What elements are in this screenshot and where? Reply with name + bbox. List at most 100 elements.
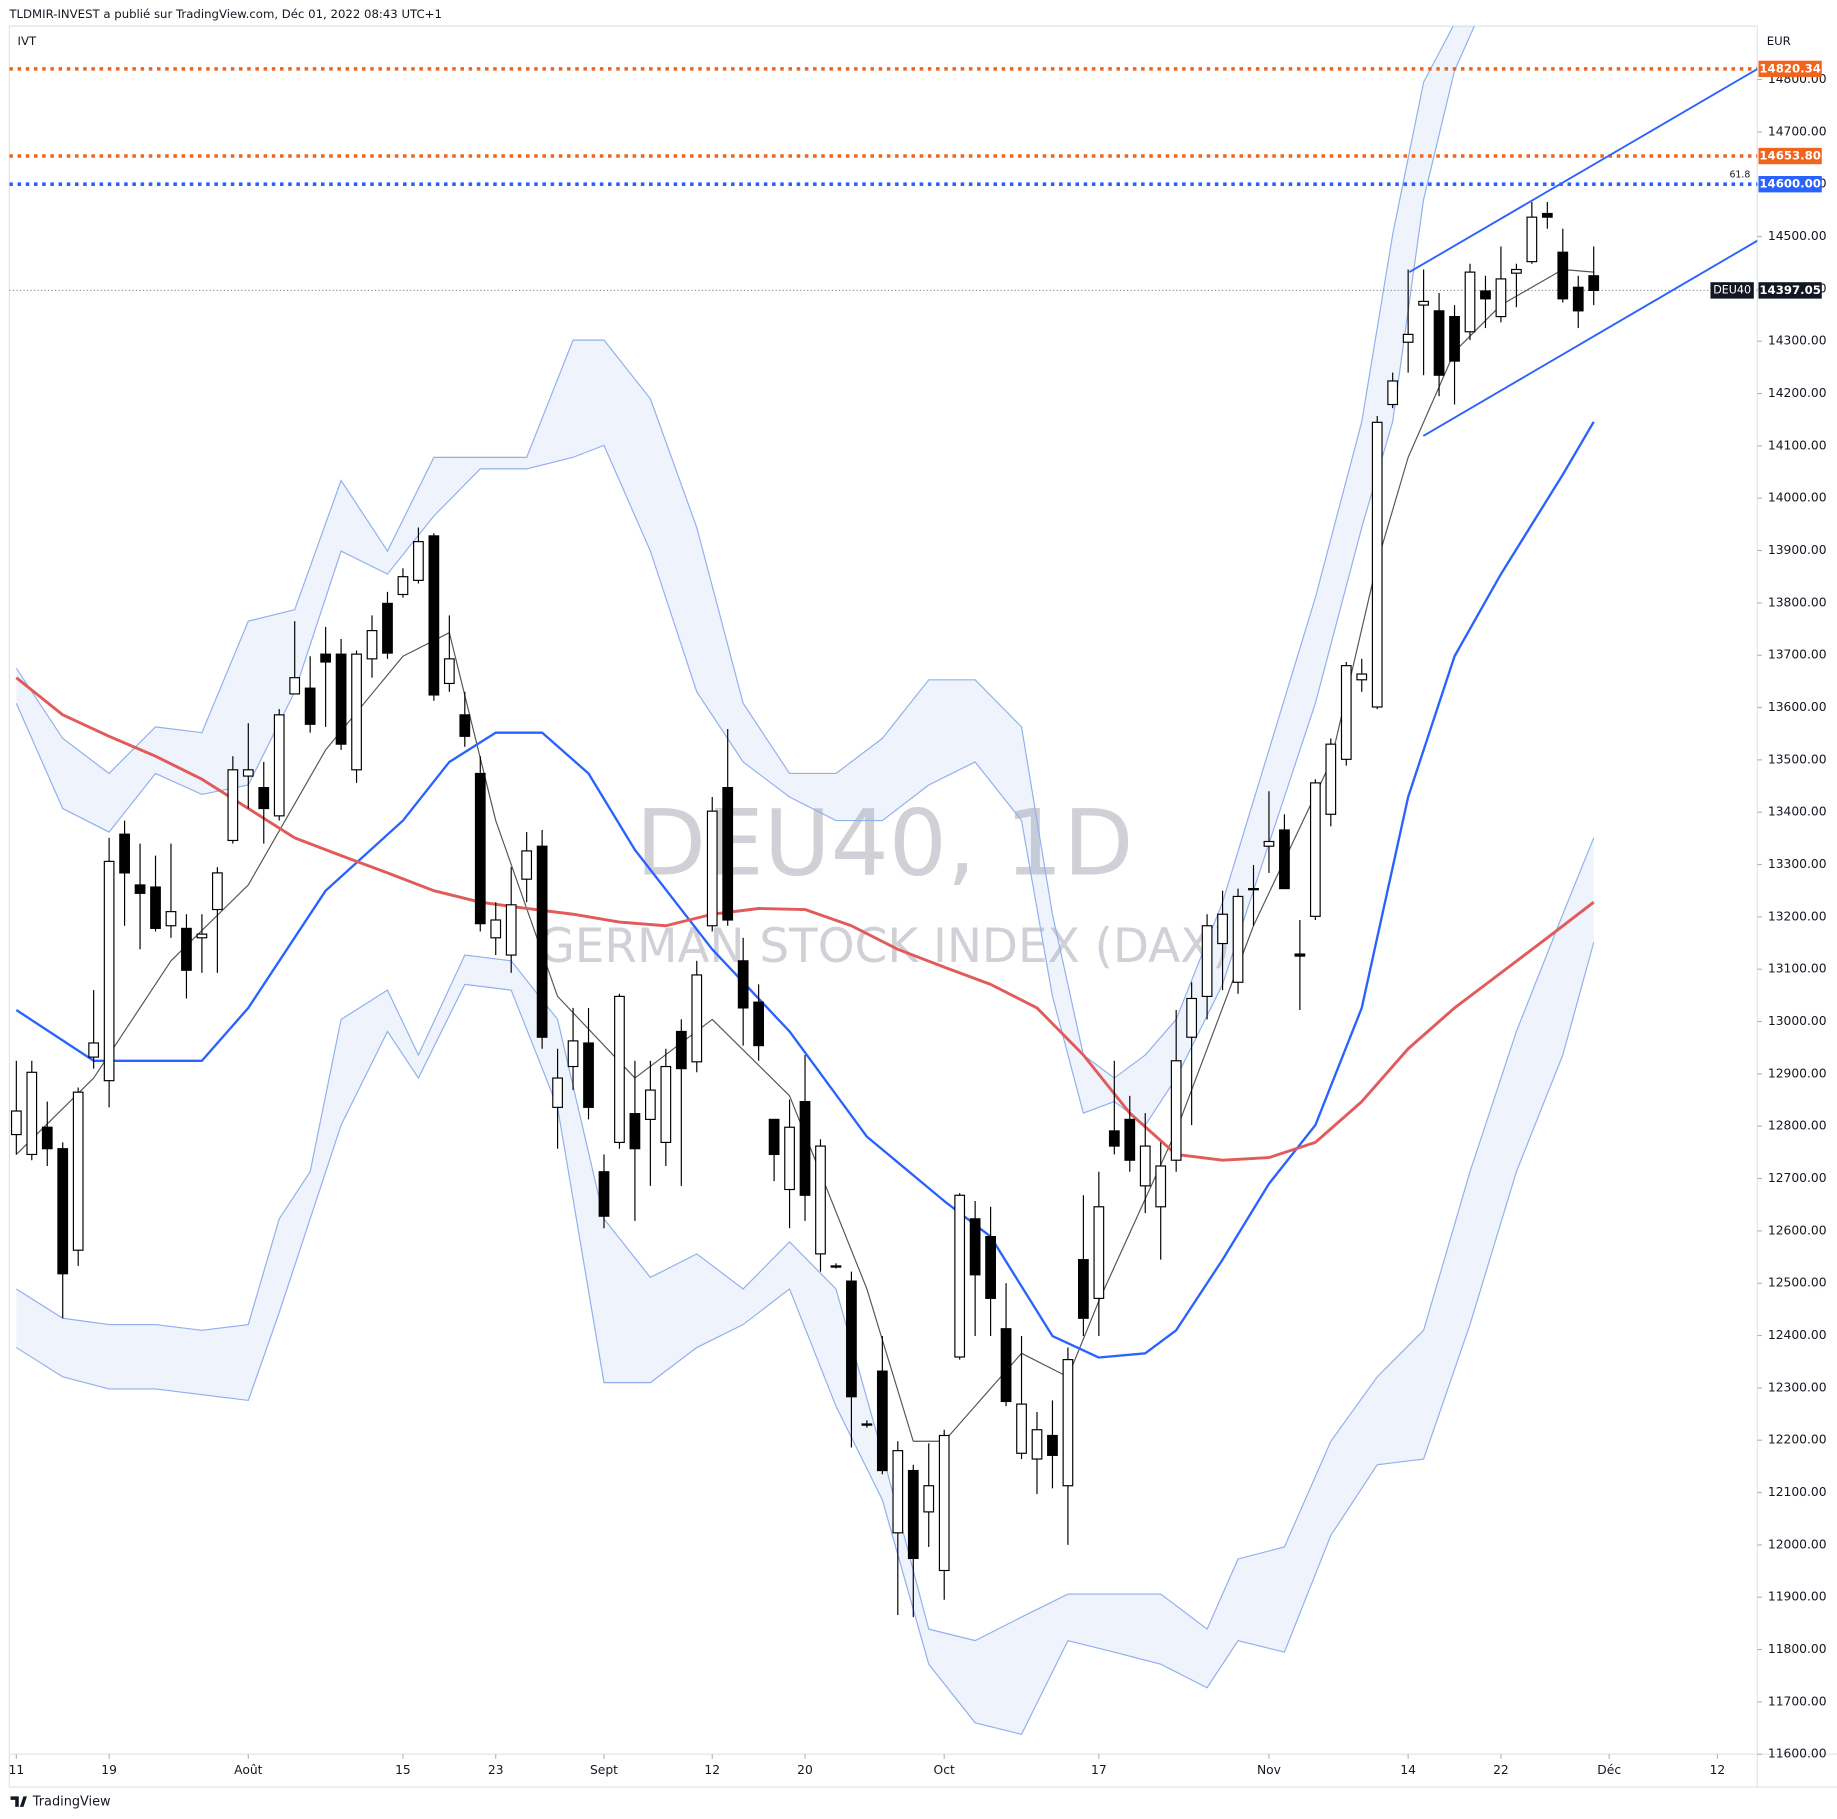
candle-body: [1108, 1130, 1120, 1147]
candle-body: [846, 1280, 857, 1398]
y-tick-label: 14000.00: [1768, 491, 1827, 505]
candle-body: [289, 677, 301, 695]
candle-body: [351, 653, 362, 771]
level-annotation: 61.8: [1729, 169, 1750, 180]
indicator-label: IVT: [18, 34, 37, 48]
y-tick-label: 14100.00: [1768, 438, 1827, 452]
currency-label: EUR: [1767, 34, 1791, 48]
y-tick-label: 13700.00: [1768, 648, 1827, 662]
candle-body: [768, 1118, 780, 1156]
candle-body: [1309, 782, 1321, 917]
candle-body: [1248, 888, 1259, 891]
price-tag: [1758, 175, 1822, 193]
candle-body: [211, 872, 223, 911]
candle-body: [536, 845, 548, 1038]
candle-body: [1511, 268, 1522, 274]
price-tag: [1758, 60, 1822, 78]
candle-body: [397, 576, 409, 596]
y-tick-label: 11900.00: [1768, 1590, 1827, 1604]
y-tick-label: 13800.00: [1768, 595, 1827, 609]
candle-body: [1186, 997, 1198, 1038]
candle-body: [150, 886, 161, 929]
candle-body: [1232, 895, 1244, 983]
candle-body: [459, 714, 471, 737]
candle-body: [1294, 953, 1306, 957]
candle-body: [815, 1145, 826, 1255]
y-tick-label: 13000.00: [1768, 1014, 1827, 1028]
candle-body: [907, 1469, 919, 1560]
candle-body: [1526, 216, 1538, 263]
y-tick-label: 12800.00: [1768, 1119, 1827, 1133]
candle-body: [1124, 1118, 1136, 1161]
candle-body: [428, 535, 440, 696]
candle-body: [258, 787, 270, 810]
y-tick-label: 12400.00: [1768, 1328, 1827, 1342]
y-tick-label: 13300.00: [1768, 857, 1827, 871]
candle-body: [72, 1091, 84, 1251]
candle-body: [1139, 1145, 1151, 1187]
candle-body: [923, 1485, 935, 1513]
candle-body: [413, 541, 424, 581]
y-tick-label: 14500.00: [1768, 229, 1827, 243]
footer: TradingView: [32, 1795, 111, 1810]
candle-body: [969, 1218, 981, 1276]
candle-body: [861, 1423, 873, 1426]
y-tick-label: 12000.00: [1768, 1537, 1827, 1551]
candle-body: [242, 769, 254, 777]
candle-body: [10, 1110, 22, 1136]
candle-body: [1047, 1434, 1058, 1456]
y-tick-label: 13500.00: [1768, 752, 1827, 766]
price-tag-label: 14600.00: [1759, 177, 1820, 191]
candle-body: [1170, 1060, 1182, 1161]
x-tick-label: Août: [234, 1763, 263, 1777]
candle-body: [1217, 913, 1228, 945]
x-tick-label: 22: [1493, 1763, 1509, 1777]
x-tick-label: 15: [395, 1763, 411, 1777]
candle-body: [1016, 1403, 1027, 1454]
candle-body: [784, 1126, 795, 1191]
y-tick-label: 11700.00: [1768, 1694, 1827, 1708]
candle-body: [196, 933, 208, 939]
y-tick-label: 12500.00: [1768, 1276, 1827, 1290]
candle-body: [1031, 1429, 1043, 1460]
candle-body: [722, 787, 734, 921]
candle-body: [304, 687, 316, 725]
candle-body: [1402, 333, 1414, 343]
price-tag: [1758, 147, 1822, 165]
candle-body: [1062, 1359, 1074, 1487]
candle-body: [985, 1236, 996, 1299]
candle-body: [1387, 380, 1399, 406]
candle-body: [41, 1126, 53, 1150]
candle-body: [1371, 421, 1383, 708]
candle-body: [675, 1030, 687, 1070]
candle-body: [691, 974, 703, 1063]
x-tick-label: 20: [797, 1763, 813, 1777]
candle-body: [830, 1265, 842, 1268]
candle-body: [1418, 300, 1429, 306]
candle-body: [181, 927, 192, 971]
x-tick-label: 12: [1710, 1763, 1726, 1777]
candle-body: [1433, 310, 1445, 376]
y-tick-label: 13600.00: [1768, 700, 1827, 714]
candle-body: [57, 1148, 69, 1275]
y-tick-label: 14300.00: [1768, 334, 1827, 348]
price-tag-label: 14397.05: [1759, 283, 1820, 297]
candle-body: [598, 1171, 610, 1217]
candle-body: [320, 653, 332, 663]
candle-body: [1449, 316, 1460, 362]
candle-body: [103, 860, 115, 1082]
candle-body: [521, 850, 533, 880]
y-tick-label: 12100.00: [1768, 1485, 1827, 1499]
y-tick-label: 12600.00: [1768, 1223, 1827, 1237]
candle-body: [119, 833, 130, 874]
x-tick-label: 23: [488, 1763, 504, 1777]
x-tick-label: Oct: [934, 1763, 955, 1777]
candle-body: [26, 1071, 38, 1156]
candle-body: [1325, 743, 1337, 815]
x-tick-label: 17: [1091, 1763, 1107, 1777]
y-tick-label: 13900.00: [1768, 543, 1827, 557]
candle-body: [1000, 1328, 1012, 1403]
band-edge: [16, 837, 1595, 1642]
candle-body: [737, 960, 749, 1009]
